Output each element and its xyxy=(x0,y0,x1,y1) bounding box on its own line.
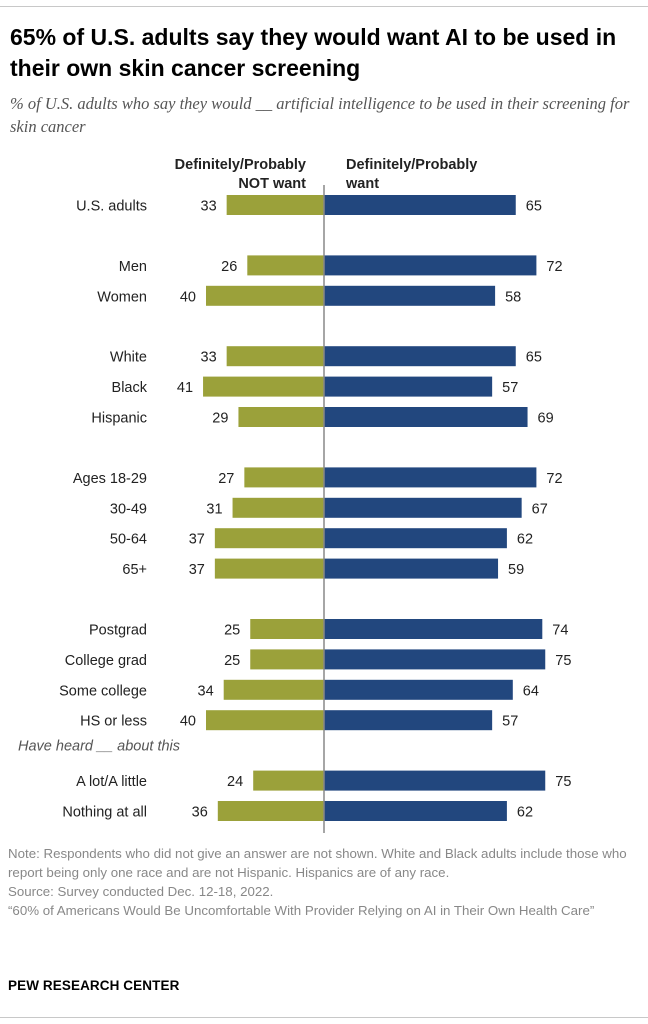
value-label-want: 57 xyxy=(502,714,518,730)
value-label-want: 74 xyxy=(552,623,568,639)
bar-want xyxy=(324,497,522,518)
value-label-not-want: 36 xyxy=(192,805,208,821)
bar-not-want xyxy=(250,649,324,670)
value-label-not-want: 25 xyxy=(224,653,240,669)
value-label-not-want: 33 xyxy=(201,350,217,366)
bar-not-want xyxy=(226,346,324,367)
value-label-want: 69 xyxy=(538,411,554,427)
header-not-want: NOT want xyxy=(238,176,306,192)
category-label: 50-64 xyxy=(110,532,147,548)
chart-subtitle: % of U.S. adults who say they would __ a… xyxy=(10,94,630,136)
bar-not-want xyxy=(206,710,324,731)
bar-want xyxy=(324,801,507,821)
value-label-not-want: 40 xyxy=(180,714,196,730)
category-label: A lot/A little xyxy=(76,774,147,790)
bar-not-want xyxy=(250,619,324,639)
bar-not-want xyxy=(244,467,324,488)
value-label-not-want: 37 xyxy=(189,532,205,548)
value-label-not-want: 26 xyxy=(221,259,237,275)
category-label: Ages 18-29 xyxy=(73,471,147,487)
bar-not-want xyxy=(232,497,324,518)
bar-not-want xyxy=(253,770,324,791)
bar-want xyxy=(324,558,499,579)
category-label: Men xyxy=(119,259,147,275)
value-label-want: 62 xyxy=(517,805,533,821)
bar-want xyxy=(324,770,546,791)
bar-want xyxy=(324,528,507,549)
bar-want xyxy=(324,195,516,215)
group-label: Have heard __ about this xyxy=(18,739,180,755)
category-label: Some college xyxy=(59,683,147,699)
bar-not-want xyxy=(203,376,324,397)
value-label-not-want: 31 xyxy=(206,501,222,517)
bar-want xyxy=(324,467,537,488)
bar-want xyxy=(324,649,546,670)
bar-not-want xyxy=(206,285,324,306)
value-label-not-want: 40 xyxy=(180,289,196,305)
bar-not-want xyxy=(223,679,324,700)
bar-want xyxy=(324,679,513,700)
category-label: U.S. adults xyxy=(76,199,147,215)
category-label: 65+ xyxy=(122,562,147,578)
category-label: Nothing at all xyxy=(62,805,147,821)
chart-notes: Note: Respondents who did not give an an… xyxy=(8,844,638,920)
bar-want xyxy=(324,710,493,731)
category-label: Postgrad xyxy=(89,623,147,639)
value-label-not-want: 24 xyxy=(227,774,243,790)
value-label-not-want: 25 xyxy=(224,623,240,639)
bar-want xyxy=(324,255,537,276)
value-label-not-want: 27 xyxy=(218,471,234,487)
category-label: College grad xyxy=(65,653,147,669)
value-label-not-want: 29 xyxy=(212,411,228,427)
header-want: Definitely/Probably xyxy=(346,157,477,173)
value-label-want: 67 xyxy=(532,501,548,517)
bar-want xyxy=(324,619,543,639)
bar-not-want xyxy=(247,255,324,276)
bar-not-want xyxy=(238,407,324,427)
value-label-want: 65 xyxy=(526,350,542,366)
bar-want xyxy=(324,376,493,397)
bottom-rule xyxy=(0,1017,648,1018)
category-label: HS or less xyxy=(80,714,147,730)
category-label: 30-49 xyxy=(110,501,147,517)
value-label-want: 75 xyxy=(555,774,571,790)
value-label-want: 65 xyxy=(526,199,542,215)
category-label: Women xyxy=(97,289,147,305)
value-label-not-want: 34 xyxy=(198,683,214,699)
bar-not-want xyxy=(214,528,324,549)
value-label-not-want: 37 xyxy=(189,562,205,578)
value-label-want: 62 xyxy=(517,532,533,548)
top-rule xyxy=(0,6,648,7)
source-text: Source: Survey conducted Dec. 12-18, 202… xyxy=(8,884,274,899)
value-label-not-want: 41 xyxy=(177,380,193,396)
category-label: Black xyxy=(112,380,148,396)
bar-not-want xyxy=(214,558,324,579)
value-label-want: 75 xyxy=(555,653,571,669)
value-label-want: 57 xyxy=(502,380,518,396)
value-label-want: 58 xyxy=(505,289,521,305)
value-label-want: 64 xyxy=(523,683,539,699)
value-label-want: 59 xyxy=(508,562,524,578)
note-text: Note: Respondents who did not give an an… xyxy=(8,846,627,880)
header-not-want: Definitely/Probably xyxy=(175,157,306,173)
header-want: want xyxy=(345,176,379,192)
category-label: White xyxy=(110,350,147,366)
bar-not-want xyxy=(226,195,324,215)
brand-logo-text: PEW RESEARCH CENTER xyxy=(8,978,180,993)
chart-title: 65% of U.S. adults say they would want A… xyxy=(10,24,617,81)
bar-not-want xyxy=(217,801,324,821)
value-label-want: 72 xyxy=(546,471,562,487)
report-title: “60% of Americans Would Be Uncomfortable… xyxy=(8,903,595,918)
bar-want xyxy=(324,346,516,367)
diverging-bar-chart: Definitely/Probably NOT want Definitely/Pr… xyxy=(18,157,571,833)
value-label-want: 72 xyxy=(546,259,562,275)
value-label-not-want: 33 xyxy=(201,199,217,215)
bar-want xyxy=(324,407,528,427)
category-label: Hispanic xyxy=(91,411,147,427)
bar-want xyxy=(324,285,496,306)
